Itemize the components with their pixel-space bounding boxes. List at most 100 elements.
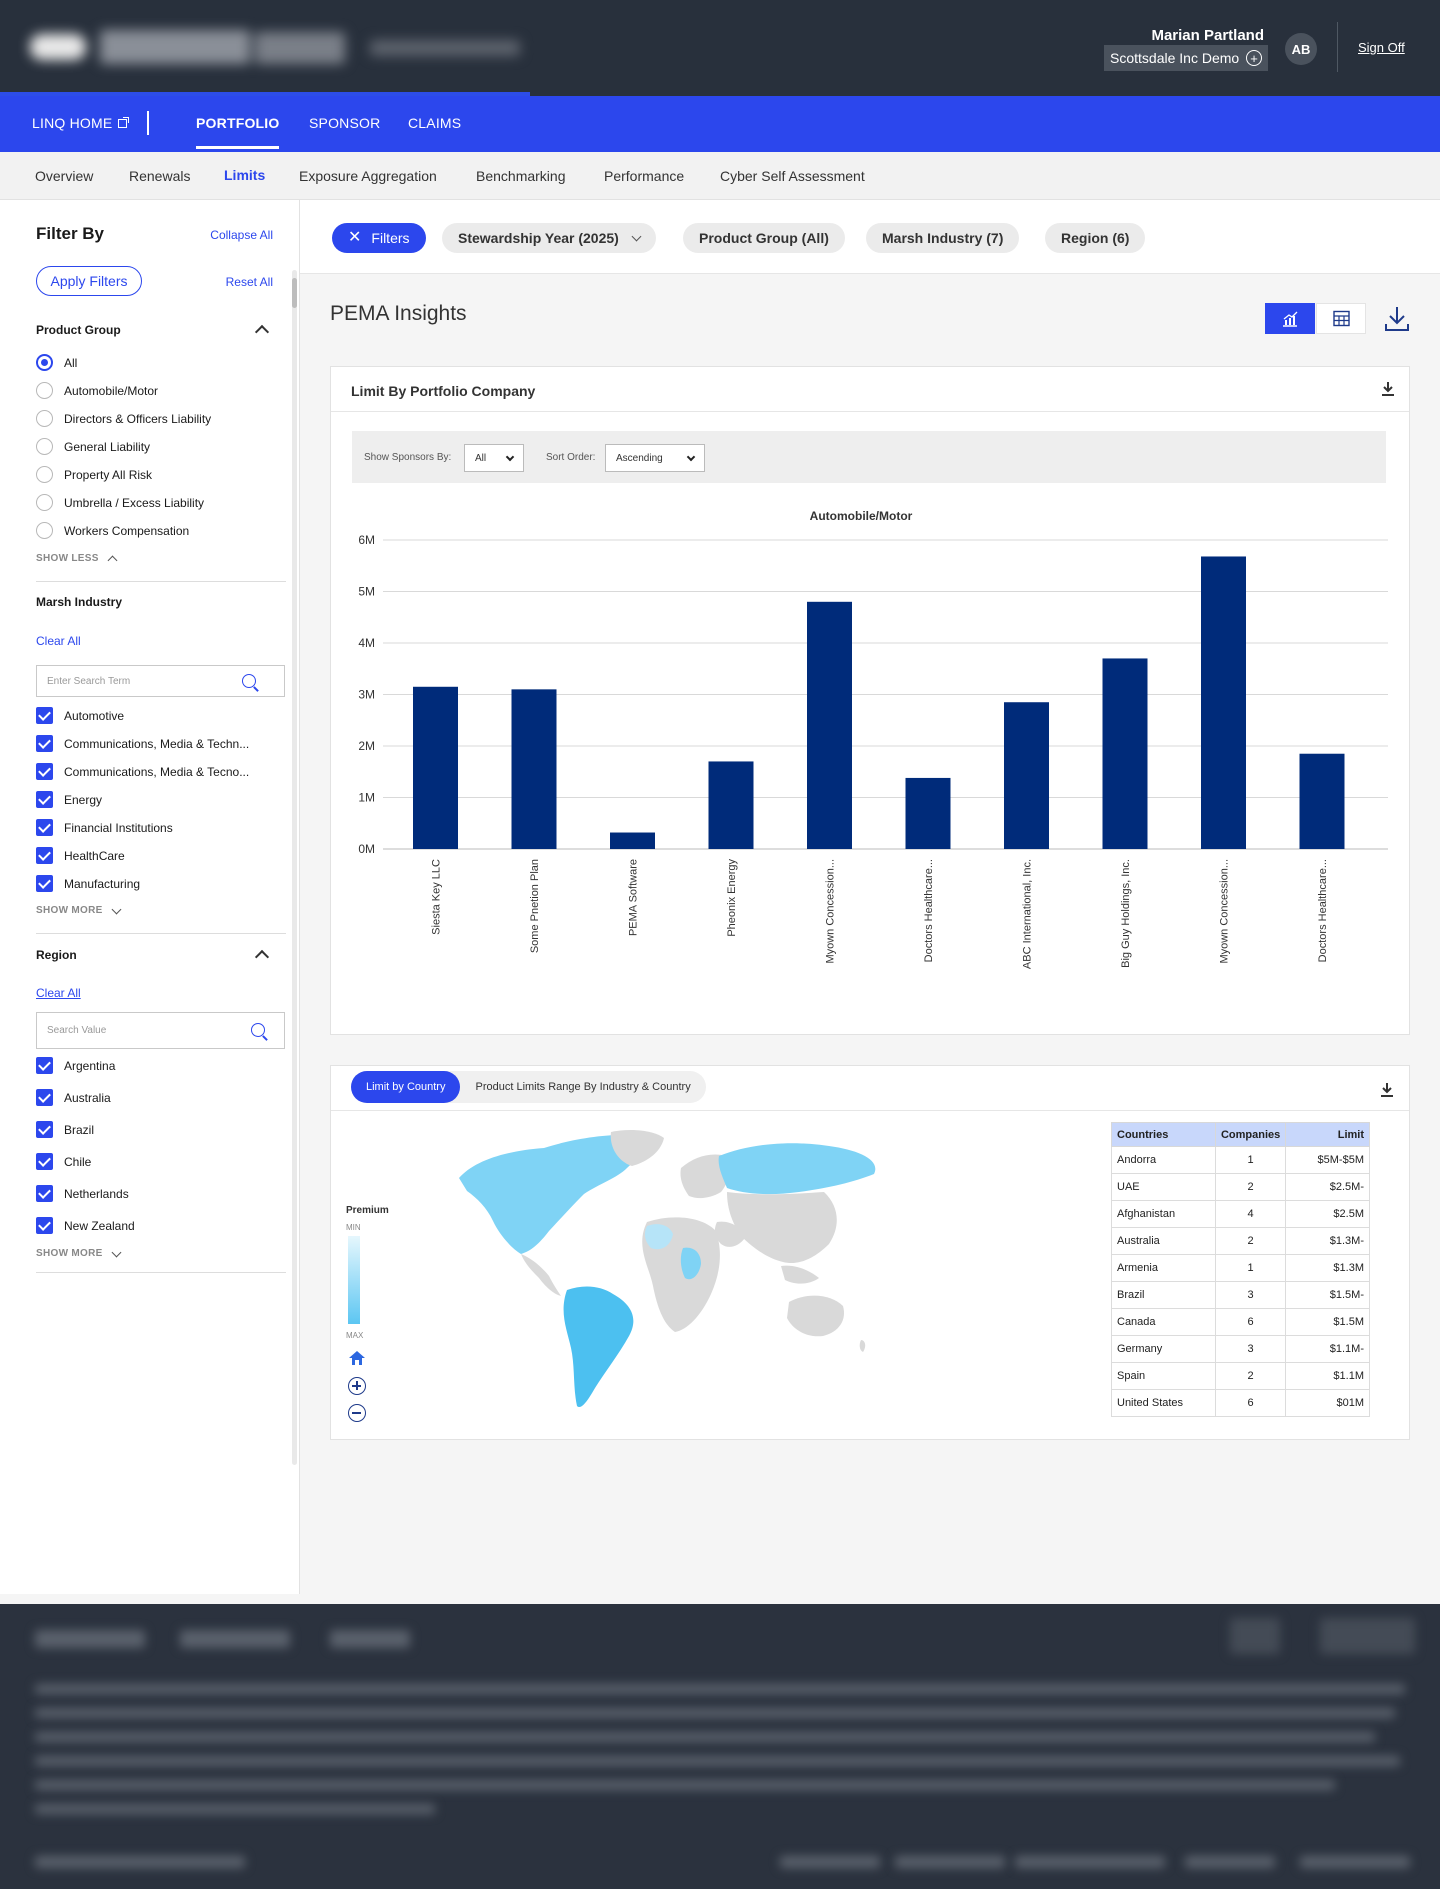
show-sponsors-select[interactable]: All (464, 444, 524, 472)
chart-bar[interactable] (1201, 556, 1246, 849)
checkbox-checked-icon[interactable] (36, 875, 53, 892)
chart-bar[interactable] (807, 601, 852, 849)
map-region-australia[interactable] (787, 1295, 845, 1337)
nav-sponsor[interactable]: SPONSOR (309, 115, 381, 131)
tab-limits[interactable]: Limits (224, 167, 266, 203)
zoom-in-button[interactable] (347, 1376, 367, 1396)
chart-bar[interactable] (708, 761, 754, 849)
tab-renewals[interactable]: Renewals (129, 168, 191, 184)
radio-icon[interactable] (36, 466, 53, 483)
checkbox-checked-icon[interactable] (36, 1153, 53, 1170)
download-icon[interactable] (1379, 1082, 1395, 1100)
radio-icon[interactable] (36, 438, 53, 455)
show-less-toggle[interactable]: SHOW LESS (36, 553, 118, 566)
apply-filters-button[interactable]: Apply Filters (36, 266, 142, 296)
collapse-all-link[interactable]: Collapse All (210, 228, 273, 242)
table-row[interactable]: Australia 2 $1.3M- (1111, 1227, 1370, 1255)
checkbox-checked-icon[interactable] (36, 735, 53, 752)
radio-option[interactable]: Property All Risk (36, 466, 152, 483)
reset-all-link[interactable]: Reset All (225, 275, 273, 289)
tab-benchmarking[interactable]: Benchmarking (476, 168, 566, 184)
map-region-southeast-asia[interactable] (781, 1265, 819, 1284)
industry-search-input[interactable]: Enter Search Term (36, 665, 285, 697)
map-region-central-america[interactable] (521, 1254, 561, 1296)
map-home-button[interactable] (347, 1348, 367, 1368)
region-search-input[interactable]: Search Value (36, 1012, 285, 1049)
chart-bar[interactable] (905, 777, 951, 849)
checkbox-checked-icon[interactable] (36, 791, 53, 808)
filter-pill-region[interactable]: Region (6) (1045, 223, 1146, 253)
table-row[interactable]: Andorra 1 $5M-$5M (1111, 1146, 1370, 1174)
chart-bar[interactable] (511, 689, 557, 849)
radio-option[interactable]: Workers Compensation (36, 522, 189, 539)
search-icon[interactable] (242, 674, 256, 688)
table-row[interactable]: Armenia 1 $1.3M (1111, 1254, 1370, 1282)
tab-overview[interactable]: Overview (35, 168, 94, 184)
show-more-toggle[interactable]: SHOW MORE (36, 904, 122, 916)
filter-pill-marsh-industry[interactable]: Marsh Industry (7) (866, 223, 1020, 253)
show-more-toggle[interactable]: SHOW MORE (36, 1247, 122, 1259)
radio-option[interactable]: All (36, 354, 77, 371)
clear-all-region-link[interactable]: Clear All (36, 986, 81, 1000)
checkbox-option[interactable]: Energy (36, 791, 102, 808)
checkbox-checked-icon[interactable] (36, 1057, 53, 1074)
checkbox-option[interactable]: Chile (36, 1153, 91, 1170)
chart-bar[interactable] (610, 832, 655, 849)
map-region-north-africa-highlight[interactable] (644, 1224, 673, 1250)
brand-logo[interactable] (30, 28, 520, 68)
zoom-out-button[interactable] (347, 1403, 367, 1423)
checkbox-checked-icon[interactable] (36, 819, 53, 836)
radio-option[interactable]: Automobile/Motor (36, 382, 158, 399)
radio-icon[interactable] (36, 522, 53, 539)
checkbox-option[interactable]: HealthCare (36, 847, 125, 864)
table-row[interactable]: Afghanistan 4 $2.5M (1111, 1200, 1370, 1228)
sort-order-select[interactable]: Ascending (605, 444, 705, 472)
chart-bar[interactable] (1299, 753, 1345, 849)
map-region-middle-east[interactable] (714, 1221, 745, 1247)
org-switcher[interactable]: Scottsdale Inc Demo + (1104, 45, 1268, 71)
filters-toggle-button[interactable]: ✕ Filters (332, 223, 426, 253)
clear-all-industry-link[interactable]: Clear All (36, 634, 81, 648)
table-row[interactable]: Brazil 3 $1.5M- (1111, 1281, 1370, 1309)
tab-limit-by-country[interactable]: Limit by Country (351, 1071, 461, 1103)
map-region-russia[interactable] (718, 1143, 876, 1195)
sign-off-link[interactable]: Sign Off (1358, 40, 1405, 55)
chart-bar[interactable] (1004, 702, 1049, 849)
checkbox-option[interactable]: Communications, Media & Techn... (36, 735, 249, 752)
chevron-up-icon[interactable] (254, 949, 270, 965)
checkbox-checked-icon[interactable] (36, 1089, 53, 1106)
chart-bar[interactable] (1102, 658, 1148, 849)
table-row[interactable]: UAE 2 $2.5M- (1111, 1173, 1370, 1201)
map-region-europe[interactable] (680, 1154, 730, 1199)
checkbox-option[interactable]: Australia (36, 1089, 111, 1106)
radio-option[interactable]: Directors & Officers Liability (36, 410, 211, 427)
column-header[interactable]: Limit (1285, 1122, 1370, 1147)
tab-exposure-aggregation[interactable]: Exposure Aggregation (299, 168, 437, 184)
checkbox-checked-icon[interactable] (36, 1217, 53, 1234)
checkbox-option[interactable]: Manufacturing (36, 875, 140, 892)
tab-product-limits-range[interactable]: Product Limits Range By Industry & Count… (475, 1081, 691, 1093)
chart-view-button[interactable] (1265, 303, 1315, 334)
world-map[interactable] (449, 1126, 899, 1416)
sidebar-scrollbar[interactable] (292, 270, 297, 1465)
checkbox-option[interactable]: Communications, Media & Tecno... (36, 763, 249, 780)
table-row[interactable]: Canada 6 $1.5M (1111, 1308, 1370, 1336)
checkbox-option[interactable]: Brazil (36, 1121, 94, 1138)
checkbox-option[interactable]: Automotive (36, 707, 124, 724)
checkbox-option[interactable]: Financial Institutions (36, 819, 173, 836)
checkbox-checked-icon[interactable] (36, 763, 53, 780)
search-icon[interactable] (251, 1023, 265, 1037)
table-view-button[interactable] (1316, 303, 1366, 334)
linq-home-link[interactable]: LINQ HOME (32, 115, 130, 131)
tab-cyber-self-assessment[interactable]: Cyber Self Assessment (720, 168, 865, 184)
radio-selected-icon[interactable] (36, 354, 53, 371)
map-region-north-america[interactable] (459, 1134, 648, 1254)
nav-portfolio[interactable]: PORTFOLIO (196, 115, 280, 149)
nav-claims[interactable]: CLAIMS (408, 115, 462, 131)
map-region-south-america[interactable] (563, 1286, 634, 1408)
table-row[interactable]: Spain 2 $1.1M (1111, 1362, 1370, 1390)
filter-pill-product-group[interactable]: Product Group (All) (683, 223, 845, 253)
chevron-up-icon[interactable] (254, 324, 270, 340)
column-header[interactable]: Companies (1214, 1122, 1287, 1147)
column-header[interactable]: Countries (1111, 1122, 1216, 1147)
